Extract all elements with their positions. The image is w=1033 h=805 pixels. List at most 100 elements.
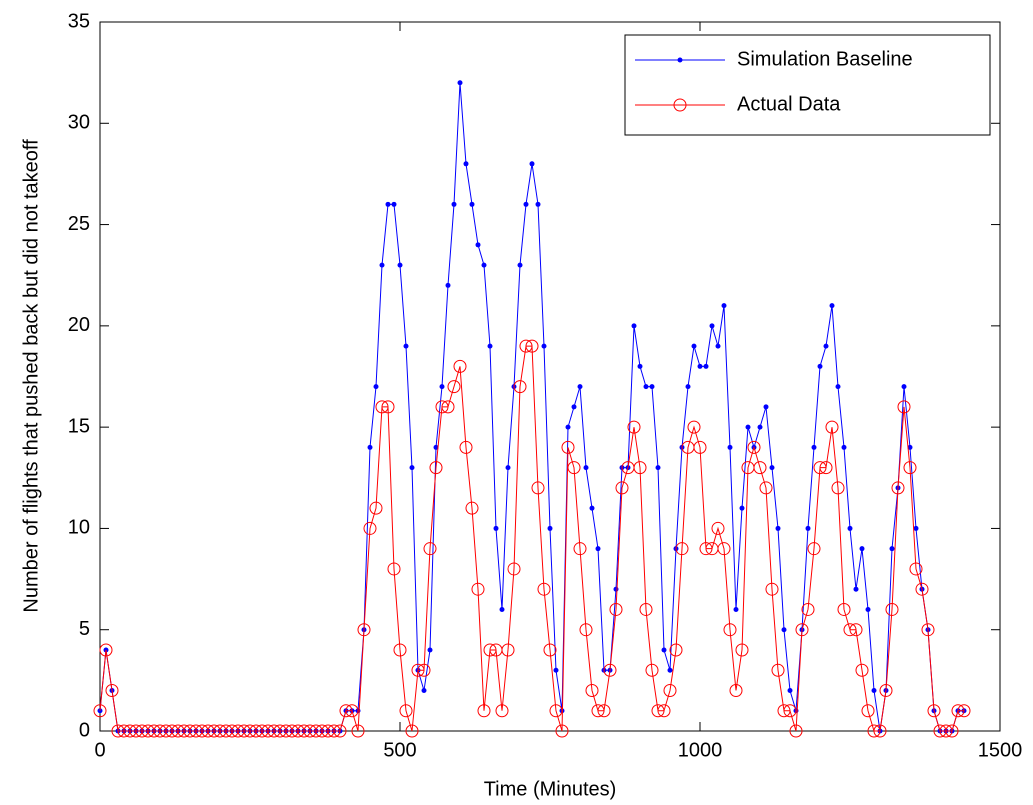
marker [447,380,461,394]
marker [913,525,919,531]
marker [541,343,547,349]
marker [835,384,841,390]
marker [675,542,689,556]
marker [745,424,751,430]
marker [393,643,407,657]
marker [417,663,431,677]
marker [483,643,497,657]
marker [739,505,745,511]
marker [841,444,847,450]
marker [591,704,605,718]
marker [717,542,731,556]
marker [571,404,577,410]
marker [855,663,869,677]
marker [777,704,791,718]
marker [813,461,827,475]
marker [579,623,593,637]
marker [519,339,533,353]
marker [661,647,667,653]
marker [677,57,683,63]
marker [543,643,557,657]
marker [391,201,397,207]
marker [363,521,377,535]
marker [811,444,817,450]
marker [441,400,455,414]
marker [645,663,659,677]
marker [663,683,677,697]
marker [397,262,403,268]
legend-label: Simulation Baseline [737,48,913,70]
marker [957,704,971,718]
marker [589,505,595,511]
marker [891,481,905,495]
marker [861,704,875,718]
marker [525,339,539,353]
marker [795,623,809,637]
marker [687,420,701,434]
legend-label: Actual Data [737,93,841,115]
marker [475,242,481,248]
marker [429,461,443,475]
marker [853,586,859,592]
marker [747,440,761,454]
marker [915,582,929,596]
marker [369,501,383,515]
marker [715,343,721,349]
marker [573,542,587,556]
marker [403,343,409,349]
marker [553,667,559,673]
plot-area [99,21,1001,732]
marker [847,525,853,531]
marker [549,704,563,718]
marker [909,562,923,576]
marker [495,704,509,718]
marker [897,400,911,414]
marker [903,461,917,475]
marker [399,704,413,718]
marker [631,323,637,329]
marker [709,323,715,329]
marker [493,525,499,531]
marker [651,704,665,718]
marker [345,704,359,718]
marker [927,704,941,718]
marker [945,724,959,738]
marker [453,359,467,373]
marker [373,384,379,390]
marker [585,683,599,697]
marker [597,704,611,718]
marker [595,546,601,552]
marker [535,201,541,207]
marker [351,724,365,738]
marker [655,465,661,471]
marker [831,481,845,495]
marker [871,687,877,693]
marker [865,606,871,612]
marker [561,440,575,454]
marker [643,384,649,390]
marker [685,384,691,390]
marker [463,161,469,167]
marker [469,201,475,207]
marker [477,704,491,718]
marker [721,303,727,309]
marker [577,384,583,390]
marker [673,98,687,112]
x-tick-label: 1000 [678,739,723,761]
marker [459,440,473,454]
marker [555,724,569,738]
y-tick-label: 0 [79,719,90,741]
marker [727,444,733,450]
marker [487,343,493,349]
marker [823,343,829,349]
marker [859,546,865,552]
marker [879,683,893,697]
marker [723,623,737,637]
marker [375,400,389,414]
marker [531,481,545,495]
marker [357,623,371,637]
marker [93,704,107,718]
marker [885,602,899,616]
marker [807,542,821,556]
marker [583,465,589,471]
